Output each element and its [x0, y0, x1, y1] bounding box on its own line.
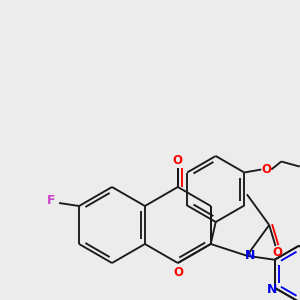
Text: F: F — [47, 194, 55, 208]
Text: N: N — [266, 283, 277, 296]
Text: O: O — [272, 246, 283, 259]
Text: O: O — [173, 154, 183, 166]
Text: N: N — [245, 249, 255, 262]
Text: O: O — [174, 266, 184, 280]
Text: O: O — [261, 163, 271, 176]
